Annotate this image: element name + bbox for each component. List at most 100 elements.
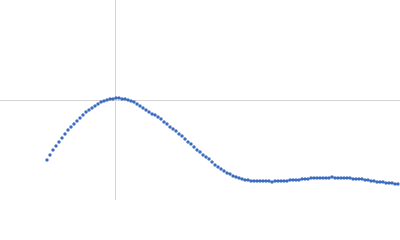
point bbox=[246, 178, 250, 182]
point bbox=[252, 179, 256, 183]
point bbox=[57, 140, 61, 144]
point bbox=[258, 179, 262, 183]
point bbox=[150, 112, 154, 116]
point bbox=[321, 176, 325, 180]
point bbox=[207, 157, 211, 161]
point bbox=[348, 176, 352, 180]
point bbox=[210, 160, 214, 164]
point bbox=[378, 180, 382, 184]
point bbox=[174, 129, 178, 133]
point bbox=[105, 98, 109, 102]
point bbox=[345, 176, 349, 180]
point bbox=[384, 181, 388, 185]
point bbox=[156, 115, 160, 119]
point bbox=[198, 150, 202, 154]
point bbox=[243, 178, 247, 182]
point bbox=[255, 179, 259, 183]
point bbox=[192, 145, 196, 149]
point bbox=[180, 134, 184, 138]
point bbox=[324, 176, 328, 180]
point bbox=[132, 100, 136, 104]
point bbox=[186, 140, 190, 144]
point bbox=[129, 99, 133, 103]
point bbox=[354, 177, 358, 181]
point bbox=[45, 158, 49, 162]
point bbox=[267, 179, 271, 183]
point bbox=[330, 175, 334, 179]
point bbox=[279, 179, 283, 183]
point bbox=[363, 178, 367, 182]
point bbox=[48, 153, 52, 157]
point bbox=[297, 178, 301, 182]
point bbox=[390, 181, 394, 185]
point bbox=[114, 96, 118, 100]
point bbox=[153, 113, 157, 117]
point bbox=[138, 104, 142, 108]
point bbox=[72, 122, 76, 126]
point bbox=[318, 176, 322, 180]
point bbox=[90, 106, 94, 110]
point bbox=[117, 96, 121, 100]
point bbox=[135, 102, 139, 106]
point bbox=[108, 97, 112, 101]
point bbox=[84, 110, 88, 114]
point bbox=[306, 177, 310, 181]
point bbox=[237, 176, 241, 180]
point bbox=[93, 104, 97, 108]
point bbox=[111, 97, 115, 101]
point bbox=[177, 132, 181, 136]
point bbox=[309, 176, 313, 180]
point bbox=[357, 177, 361, 181]
point bbox=[360, 177, 364, 181]
point bbox=[99, 100, 103, 104]
point bbox=[240, 177, 244, 181]
point bbox=[126, 98, 130, 102]
point bbox=[327, 176, 331, 180]
point bbox=[285, 179, 289, 183]
point bbox=[201, 153, 205, 157]
point bbox=[66, 128, 70, 132]
point bbox=[288, 178, 292, 182]
point bbox=[393, 182, 397, 186]
point bbox=[168, 125, 172, 129]
point bbox=[81, 113, 85, 117]
point bbox=[120, 97, 124, 101]
point bbox=[189, 142, 193, 146]
point bbox=[54, 144, 58, 148]
point bbox=[78, 116, 82, 120]
point bbox=[375, 180, 379, 184]
point bbox=[339, 176, 343, 180]
point bbox=[282, 179, 286, 183]
point bbox=[276, 179, 280, 183]
point bbox=[162, 120, 166, 124]
point bbox=[369, 179, 373, 183]
point bbox=[87, 108, 91, 112]
point bbox=[102, 99, 106, 103]
point bbox=[351, 177, 355, 181]
point bbox=[213, 163, 217, 167]
point bbox=[171, 127, 175, 131]
point bbox=[96, 102, 100, 106]
point bbox=[303, 177, 307, 181]
point bbox=[294, 178, 298, 182]
point bbox=[342, 176, 346, 180]
point bbox=[372, 179, 376, 183]
point bbox=[270, 180, 274, 184]
point bbox=[123, 97, 127, 101]
point bbox=[300, 177, 304, 181]
point bbox=[387, 181, 391, 185]
chart bbox=[0, 0, 400, 200]
point bbox=[69, 125, 73, 129]
point bbox=[60, 136, 64, 140]
point bbox=[366, 178, 370, 182]
point bbox=[219, 167, 223, 171]
point bbox=[183, 137, 187, 141]
point bbox=[165, 122, 169, 126]
point bbox=[204, 155, 208, 159]
point bbox=[159, 117, 163, 121]
point bbox=[312, 176, 316, 180]
point bbox=[234, 175, 238, 179]
point bbox=[147, 110, 151, 114]
point bbox=[264, 179, 268, 183]
point bbox=[249, 179, 253, 183]
